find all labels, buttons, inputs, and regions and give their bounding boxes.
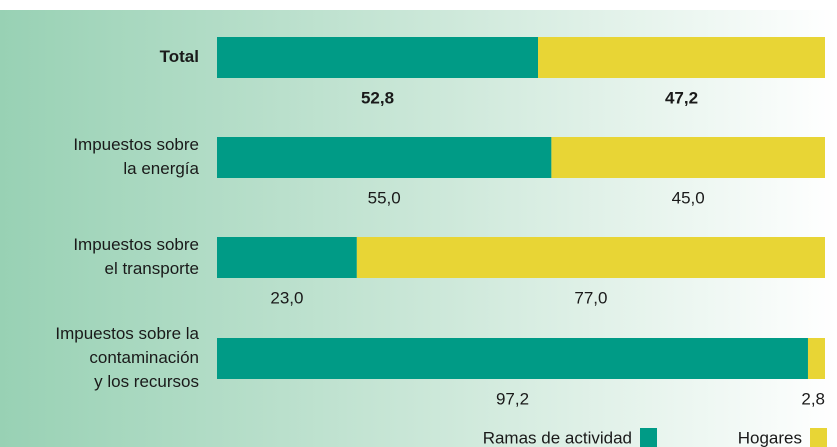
category-label: la energía bbox=[123, 159, 199, 178]
legend-label: Hogares bbox=[738, 428, 802, 447]
value-label: 2,8 bbox=[801, 389, 825, 408]
legend-label: Ramas de actividad bbox=[483, 428, 632, 447]
category-label: el transporte bbox=[105, 259, 200, 278]
category-label: Impuestos sobre bbox=[73, 135, 199, 154]
legend-swatch bbox=[810, 428, 827, 447]
value-label: 77,0 bbox=[574, 288, 607, 307]
legend-swatch bbox=[640, 428, 657, 447]
category-label: Impuestos sobre bbox=[73, 235, 199, 254]
bar-segment bbox=[217, 237, 357, 278]
value-label: 52,8 bbox=[361, 88, 394, 107]
bar-segment bbox=[217, 338, 808, 379]
value-label: 47,2 bbox=[665, 88, 698, 107]
bar-segment bbox=[217, 37, 539, 78]
bar-segment bbox=[356, 237, 825, 278]
value-label: 55,0 bbox=[368, 188, 401, 207]
bar-segment bbox=[217, 137, 552, 178]
bar-segment bbox=[551, 137, 825, 178]
value-label: 23,0 bbox=[270, 288, 303, 307]
value-label: 97,2 bbox=[496, 389, 529, 408]
value-label: 45,0 bbox=[672, 188, 705, 207]
bar-segment bbox=[538, 37, 825, 78]
bar-segment bbox=[807, 338, 825, 379]
category-label: y los recursos bbox=[94, 372, 199, 391]
category-label: Total bbox=[160, 47, 199, 66]
category-label: Impuestos sobre la bbox=[55, 324, 199, 343]
category-label: contaminación bbox=[89, 348, 199, 367]
